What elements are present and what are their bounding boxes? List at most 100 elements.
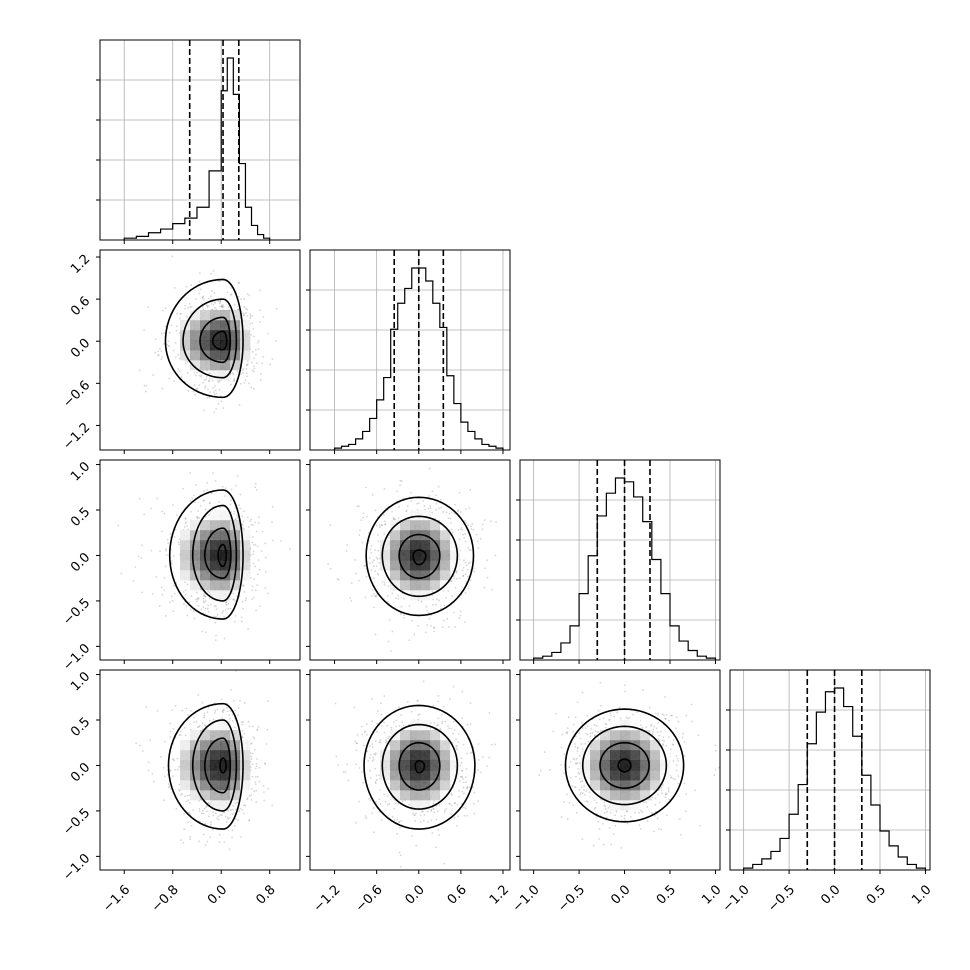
density-cell xyxy=(240,540,251,551)
scatter-point xyxy=(405,510,408,513)
scatter-point xyxy=(180,376,183,378)
scatter-point xyxy=(242,314,245,317)
scatter-point xyxy=(376,722,379,725)
scatter-point xyxy=(240,616,243,619)
scatter-point xyxy=(250,518,252,521)
scatter-point xyxy=(399,484,402,487)
scatter-point xyxy=(241,736,244,739)
scatter-point xyxy=(168,377,171,380)
scatter-point xyxy=(369,799,372,802)
scatter-point xyxy=(231,719,234,722)
scatter-point xyxy=(461,690,464,693)
scatter-point xyxy=(204,607,207,610)
scatter-point xyxy=(205,804,208,807)
scatter-point xyxy=(203,299,205,301)
scatter-point xyxy=(375,565,378,567)
pair-panel-0-1 xyxy=(99,249,301,451)
scatter-point xyxy=(226,821,228,824)
scatter-point xyxy=(264,556,267,559)
scatter-point xyxy=(223,637,226,640)
scatter-point xyxy=(251,350,254,353)
scatter-point xyxy=(150,549,153,552)
contour-3 xyxy=(168,489,244,620)
scatter-point xyxy=(466,752,468,755)
scatter-point xyxy=(243,591,246,593)
scatter-point xyxy=(132,579,135,582)
scatter-point xyxy=(214,480,217,482)
scatter-point xyxy=(172,728,175,730)
scatter-point xyxy=(374,549,377,551)
scatter-point xyxy=(258,568,261,571)
scatter-point xyxy=(373,752,375,755)
scatter-point xyxy=(464,540,467,543)
scatter-point xyxy=(141,591,144,594)
scatter-point xyxy=(435,804,438,807)
scatter-point xyxy=(241,524,244,527)
scatter-point xyxy=(254,781,257,783)
scatter-point xyxy=(201,296,204,299)
density-cell xyxy=(380,570,391,581)
scatter-point xyxy=(217,403,220,405)
scatter-point xyxy=(255,489,258,491)
scatter-point xyxy=(198,597,200,600)
scatter-point xyxy=(202,499,205,502)
scatter-point xyxy=(360,519,363,522)
scatter-point xyxy=(178,734,181,737)
scatter-point xyxy=(184,362,187,365)
scatter-point xyxy=(249,317,252,320)
scatter-point xyxy=(431,832,434,834)
scatter-point xyxy=(153,780,155,783)
density-cell xyxy=(220,580,231,591)
scatter-point xyxy=(209,618,211,621)
scatter-point xyxy=(255,348,257,351)
scatter-point xyxy=(249,742,252,745)
scatter-point xyxy=(182,603,185,605)
scatter-point xyxy=(176,514,178,517)
scatter-point xyxy=(177,368,180,371)
scatter-point xyxy=(435,508,437,511)
scatter-point xyxy=(189,723,192,725)
scatter-point xyxy=(347,779,350,782)
scatter-point xyxy=(490,588,493,591)
scatter-point xyxy=(249,313,252,316)
density-cell xyxy=(240,560,251,571)
scatter-point xyxy=(603,804,606,807)
scatter-point xyxy=(399,826,401,829)
scatter-point xyxy=(423,813,426,816)
scatter-point xyxy=(346,763,348,766)
density-cell xyxy=(420,580,431,591)
scatter-point xyxy=(238,504,240,507)
scatter-point xyxy=(147,769,150,772)
scatter-point xyxy=(201,630,204,633)
scatter-point xyxy=(210,821,213,824)
scatter-point xyxy=(336,577,339,580)
scatter-point xyxy=(262,316,265,319)
scatter-point xyxy=(152,374,155,376)
scatter-point xyxy=(454,503,456,506)
scatter-point xyxy=(371,746,374,749)
scatter-point xyxy=(248,819,251,822)
scatter-point xyxy=(438,507,440,510)
scatter-point xyxy=(178,765,180,768)
scatter-point xyxy=(214,301,217,304)
density-cell xyxy=(190,760,201,771)
scatter-point xyxy=(472,786,474,789)
scatter-point xyxy=(383,584,386,586)
scatter-point xyxy=(253,367,256,370)
density-cell xyxy=(450,750,461,761)
scatter-point xyxy=(435,818,438,821)
scatter-point xyxy=(180,794,182,796)
scatter-point xyxy=(417,713,420,716)
pair-panel-0-3 xyxy=(99,669,301,871)
density-cell xyxy=(420,750,431,761)
scatter-point xyxy=(232,380,235,382)
scatter-point xyxy=(208,380,211,383)
scatter-point xyxy=(439,727,442,730)
scatter-point xyxy=(221,306,223,308)
density-cell xyxy=(180,750,191,761)
scatter-point xyxy=(234,726,236,729)
scatter-point xyxy=(465,787,468,790)
scatter-point xyxy=(356,505,359,508)
density-cell xyxy=(400,790,411,801)
scatter-point xyxy=(166,343,168,346)
